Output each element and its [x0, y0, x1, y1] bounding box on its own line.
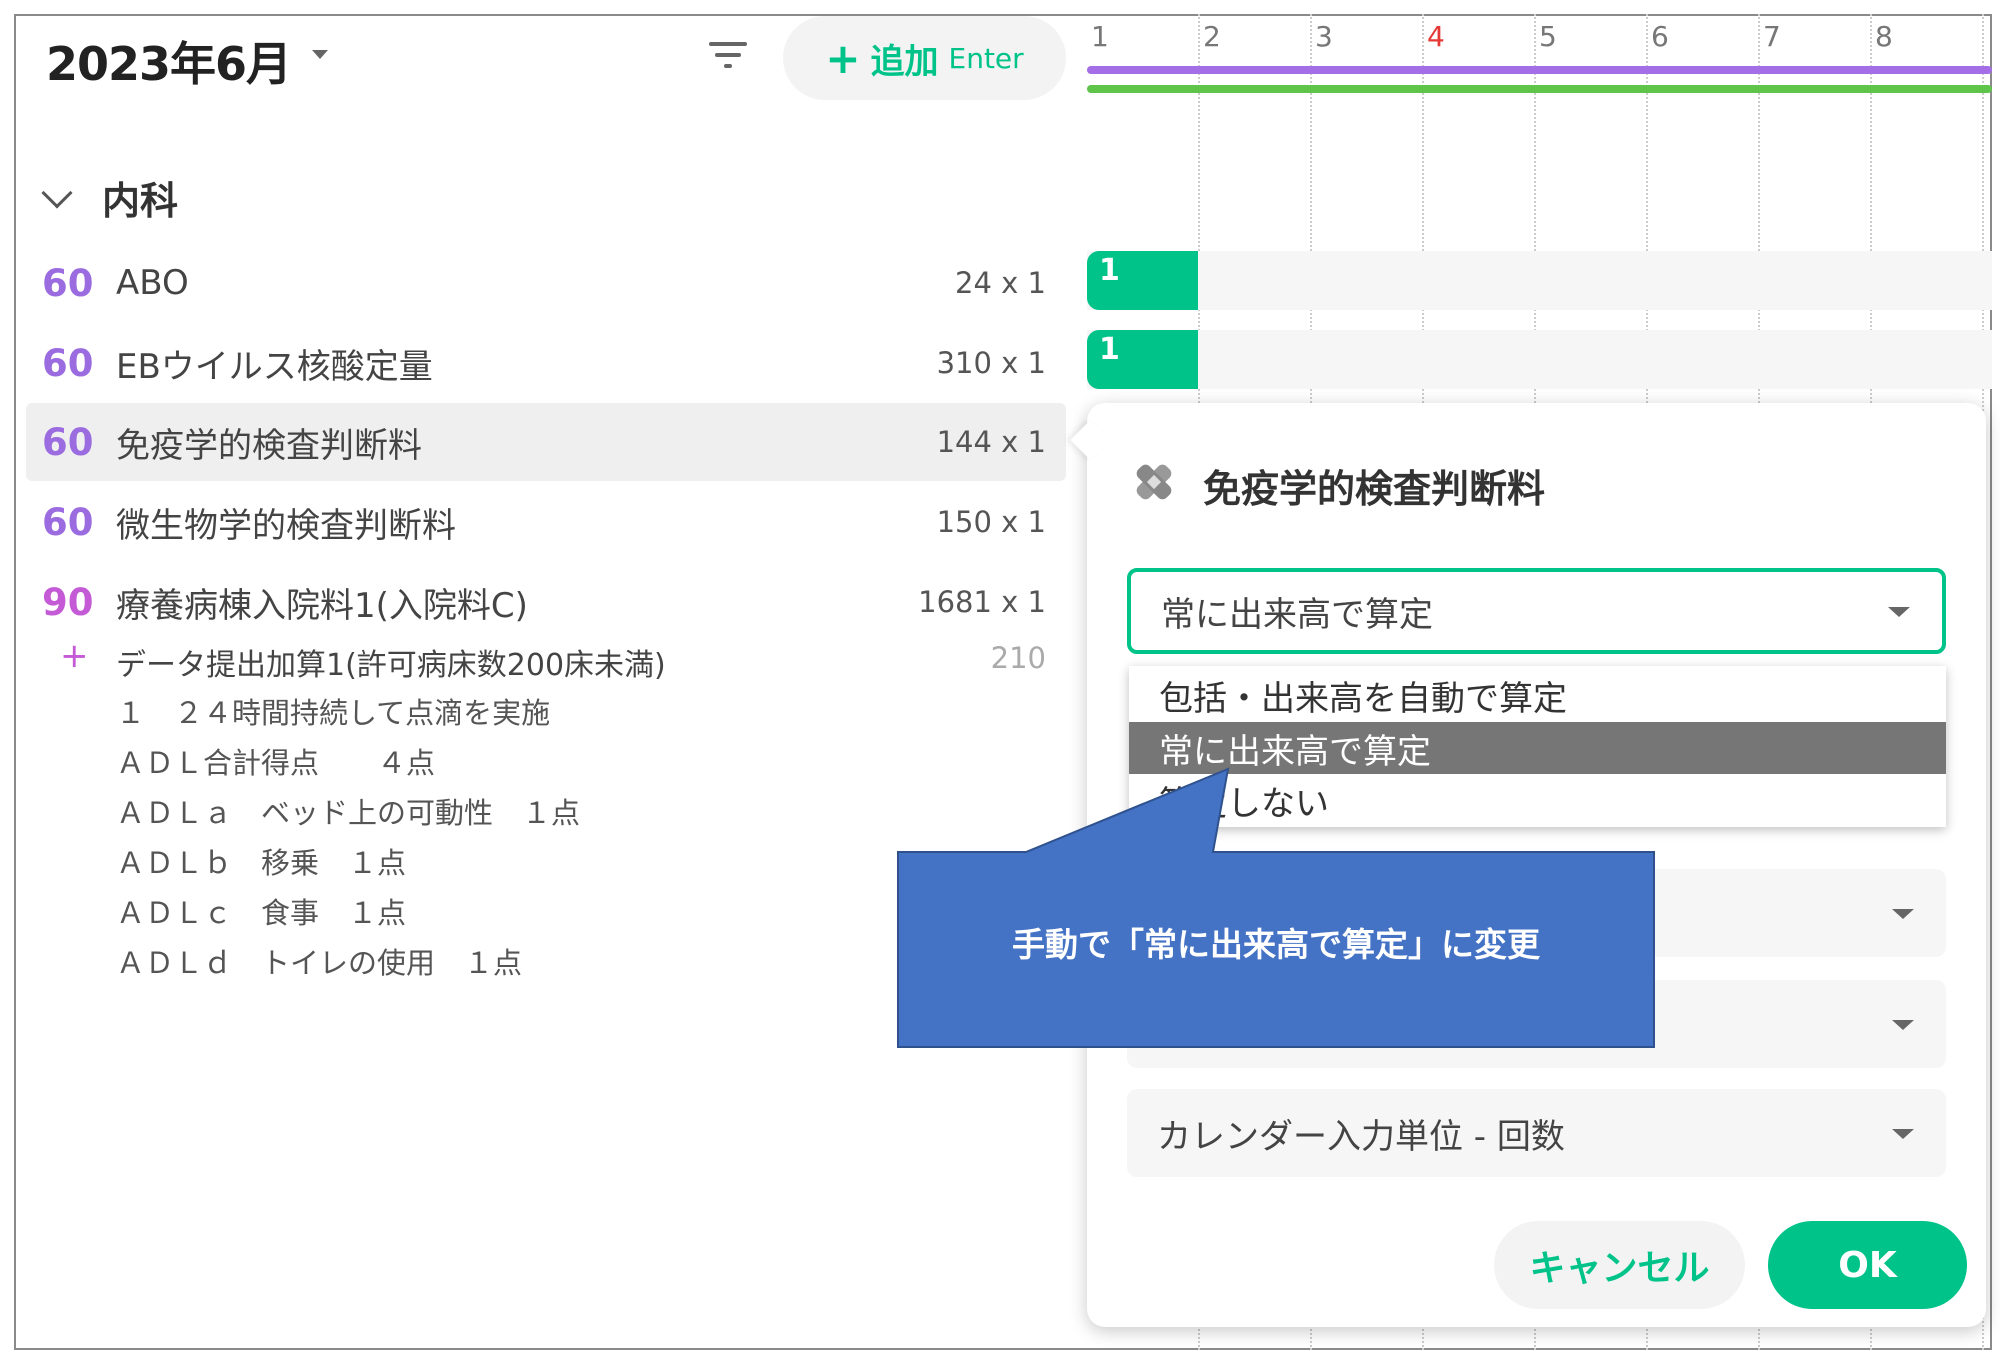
item-points: 60: [42, 420, 94, 464]
add-button[interactable]: + 追加 Enter: [783, 16, 1066, 100]
item-name: 微生物学的検査判断料: [116, 505, 456, 546]
day-header[interactable]: 7: [1763, 20, 1781, 53]
item-points: 60: [42, 500, 94, 544]
dropdown-option-highlighted[interactable]: 常に出来高で算定: [1129, 722, 1946, 774]
caret-down-icon: [1892, 1129, 1914, 1139]
calendar-unit-select[interactable]: カレンダー入力単位 - 回数: [1127, 1089, 1946, 1177]
add-label: 追加: [870, 41, 939, 82]
dropdown-menu: 包括・出来高を自動で算定 常に出来高で算定 算定しない: [1129, 666, 1946, 827]
detail-line: ＡＤＬｄ トイレの使用 １点: [116, 946, 523, 980]
caret-down-icon: [1892, 909, 1914, 919]
select-value: 常に出来高で算定: [1161, 594, 1433, 635]
day-header[interactable]: 5: [1539, 20, 1557, 53]
section-header[interactable]: 内科: [40, 170, 178, 225]
window-frame: [14, 14, 1992, 1350]
day-header[interactable]: 3: [1315, 20, 1333, 53]
dropdown-option[interactable]: 算定しない: [1159, 783, 1329, 824]
edit-popup: [1087, 403, 1986, 1327]
plus-icon: +: [60, 636, 89, 676]
month-selector[interactable]: 2023年6月: [46, 37, 292, 91]
item-amount: 1681 x 1: [918, 585, 1046, 619]
list-item[interactable]: 90 療養病棟入院料1(入院料C) 1681 x 1: [26, 563, 1066, 641]
purple-period-bar: [1087, 66, 1992, 74]
detail-line: ＡＤＬｂ 移乗 １点: [116, 846, 407, 880]
filter-icon[interactable]: [708, 42, 748, 70]
dropdown-option[interactable]: 包括・出来高を自動で算定: [1159, 678, 1567, 719]
item-amount: 144 x 1: [936, 425, 1046, 459]
plus-icon: +: [825, 33, 861, 83]
item-name: 免疫学的検査判断料: [116, 425, 422, 466]
row-stripe: [1087, 330, 1992, 389]
detail-line: ＡＤＬ合計得点 ４点: [116, 746, 436, 780]
item-name: 療養病棟入院料1(入院料C): [116, 585, 528, 626]
green-period-bar: [1087, 85, 1992, 93]
day-header[interactable]: 8: [1875, 20, 1893, 53]
item-amount: 310 x 1: [936, 346, 1046, 380]
list-item[interactable]: 60 ABO 24 x 1: [26, 244, 1066, 322]
calculation-select[interactable]: 常に出来高で算定: [1127, 568, 1946, 654]
caret-down-icon: [1892, 1020, 1914, 1030]
item-amount: 24 x 1: [955, 266, 1046, 300]
day-header[interactable]: 6: [1651, 20, 1669, 53]
list-item[interactable]: 60 EBウイルス核酸定量 310 x 1: [26, 324, 1066, 402]
item-name: EBウイルス核酸定量: [116, 346, 433, 387]
cancel-button[interactable]: キャンセル: [1494, 1221, 1745, 1309]
addon-name: データ提出加算1(許可病床数200床未満): [116, 648, 666, 683]
caret-down-icon[interactable]: [312, 50, 328, 59]
day-entry[interactable]: 1: [1087, 251, 1198, 310]
list-item[interactable]: 60 免疫学的検査判断料 144 x 1: [26, 403, 1066, 481]
popup-title: 免疫学的検査判断料: [1203, 467, 1546, 511]
detail-line: ＡＤＬｃ 食事 １点: [116, 896, 407, 930]
select-field-3[interactable]: [1127, 980, 1946, 1068]
item-points: 60: [42, 261, 94, 305]
callout-text: 手動で「常に出来高で算定」に変更: [1012, 925, 1540, 964]
item-points: 90: [42, 580, 94, 624]
ok-button[interactable]: OK: [1768, 1221, 1967, 1309]
day-header[interactable]: 4: [1427, 20, 1445, 53]
chevron-down-icon[interactable]: [41, 176, 73, 209]
list-item[interactable]: 60 微生物学的検査判断料 150 x 1: [26, 483, 1066, 561]
day-header[interactable]: 1: [1091, 20, 1109, 53]
select-value: カレンダー入力単位 - 回数: [1157, 1116, 1565, 1157]
detail-line: ＡＤＬａ ベッド上の可動性 １点: [116, 796, 581, 830]
shortcut-label: Enter: [948, 41, 1024, 75]
day-header[interactable]: 2: [1203, 20, 1221, 53]
detail-line: １ ２４時間持続して点滴を実施: [116, 696, 551, 730]
bandage-icon: [1136, 464, 1172, 500]
item-points: 60: [42, 341, 94, 385]
addon-amount: 210: [990, 641, 1046, 675]
caret-down-icon: [1888, 607, 1910, 617]
item-amount: 150 x 1: [936, 505, 1046, 539]
day-entry[interactable]: 1: [1087, 330, 1198, 389]
section-title: 内科: [102, 179, 179, 223]
item-name: ABO: [116, 263, 189, 303]
row-stripe: [1087, 251, 1992, 310]
